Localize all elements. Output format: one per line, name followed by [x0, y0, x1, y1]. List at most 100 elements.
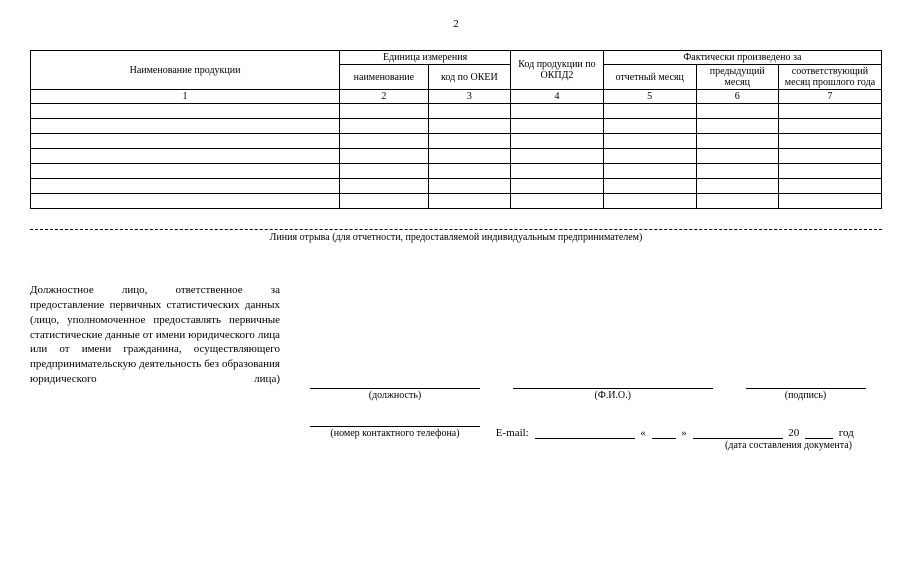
- field-position: (должность): [310, 375, 480, 401]
- table-cell: [778, 149, 881, 164]
- line-day: [652, 426, 676, 439]
- table-cell: [340, 149, 429, 164]
- line-year: [805, 426, 833, 439]
- label-email: E-mail:: [493, 427, 532, 439]
- line-email: [535, 426, 635, 439]
- th-month-prev: предыдущий месяц: [696, 65, 778, 90]
- field-signature: (подпись): [746, 375, 866, 401]
- table-cell: [603, 134, 696, 149]
- th-produced: Фактически произведено за: [603, 51, 881, 65]
- table-cell: [428, 194, 510, 209]
- tear-section: Линия отрыва (для отчетности, предоставл…: [30, 229, 882, 243]
- table-cell: [340, 179, 429, 194]
- table-cell: [603, 179, 696, 194]
- table-cell: [428, 149, 510, 164]
- table-cell: [511, 104, 604, 119]
- th-unit-name: наименование: [340, 65, 429, 90]
- tear-label: Линия отрыва (для отчетности, предоставл…: [30, 232, 882, 243]
- table-body: [31, 104, 882, 209]
- table-cell: [31, 134, 340, 149]
- th-num-7: 7: [778, 90, 881, 104]
- table-cell: [31, 179, 340, 194]
- table-cell: [778, 134, 881, 149]
- table-cell: [696, 164, 778, 179]
- quote-open: «: [637, 427, 649, 439]
- th-okpd2: Код продукции по ОКПД2: [511, 51, 604, 90]
- table-cell: [778, 164, 881, 179]
- line-position: [310, 375, 480, 389]
- responsible-text: Должностное лицо, ответственное за предо…: [30, 283, 280, 387]
- year-prefix: 20: [785, 427, 802, 439]
- table-cell: [31, 119, 340, 134]
- table-cell: [696, 119, 778, 134]
- table-cell: [778, 119, 881, 134]
- label-fio: (Ф.И.О.): [513, 390, 713, 401]
- table-cell: [340, 119, 429, 134]
- table-cell: [778, 194, 881, 209]
- th-unit-okei: код по ОКЕИ: [428, 65, 510, 90]
- page-number: 2: [30, 18, 882, 30]
- table-cell: [428, 134, 510, 149]
- th-num-5: 5: [603, 90, 696, 104]
- table-row: [31, 194, 882, 209]
- table-cell: [511, 179, 604, 194]
- fields-row-2: (номер контактного телефона) E-mail: « »…: [310, 413, 882, 451]
- table-row: [31, 119, 882, 134]
- th-num-1: 1: [31, 90, 340, 104]
- quote-close: »: [678, 427, 690, 439]
- table-cell: [603, 194, 696, 209]
- tear-line: [30, 229, 882, 230]
- table-cell: [340, 164, 429, 179]
- th-num-4: 4: [511, 90, 604, 104]
- table-cell: [511, 134, 604, 149]
- label-phone: (номер контактного телефона): [310, 428, 480, 439]
- table-cell: [696, 194, 778, 209]
- table-cell: [778, 104, 881, 119]
- th-num-6: 6: [696, 90, 778, 104]
- table-cell: [696, 179, 778, 194]
- table-cell: [428, 179, 510, 194]
- table-row: [31, 134, 882, 149]
- table-row: [31, 149, 882, 164]
- th-unit: Единица измерения: [340, 51, 511, 65]
- table-cell: [603, 164, 696, 179]
- table-head: Наименование продукции Единица измерения…: [31, 51, 882, 104]
- table-cell: [511, 149, 604, 164]
- table-cell: [511, 194, 604, 209]
- field-fio: (Ф.И.О.): [513, 375, 713, 401]
- table-cell: [511, 119, 604, 134]
- th-product-name: Наименование продукции: [31, 51, 340, 90]
- fields-row-1: (должность) (Ф.И.О.) (подпись): [310, 375, 882, 401]
- line-phone: [310, 413, 480, 427]
- table-cell: [340, 104, 429, 119]
- line-month: [693, 426, 783, 439]
- table-cell: [603, 119, 696, 134]
- table-row: [31, 179, 882, 194]
- table-cell: [340, 194, 429, 209]
- table-cell: [340, 134, 429, 149]
- table-cell: [603, 104, 696, 119]
- signature-block: Должностное лицо, ответственное за предо…: [30, 283, 882, 387]
- table-cell: [696, 104, 778, 119]
- label-signature: (подпись): [746, 390, 866, 401]
- label-date: (дата составления документа): [310, 440, 882, 451]
- line-signature: [746, 375, 866, 389]
- year-suffix: год: [836, 427, 857, 439]
- line-fio: [513, 375, 713, 389]
- table-cell: [428, 164, 510, 179]
- field-phone: (номер контактного телефона): [310, 413, 480, 439]
- table-cell: [778, 179, 881, 194]
- products-table: Наименование продукции Единица измерения…: [30, 50, 882, 209]
- table-cell: [511, 164, 604, 179]
- table-cell: [696, 149, 778, 164]
- table-row: [31, 164, 882, 179]
- table-cell: [428, 119, 510, 134]
- table-cell: [31, 104, 340, 119]
- table-cell: [603, 149, 696, 164]
- label-position: (должность): [310, 390, 480, 401]
- table-cell: [428, 104, 510, 119]
- page: 2 Наименование продукции Единица измерен…: [0, 0, 912, 587]
- th-month-report: отчетный месяц: [603, 65, 696, 90]
- table-cell: [31, 149, 340, 164]
- table-row: [31, 104, 882, 119]
